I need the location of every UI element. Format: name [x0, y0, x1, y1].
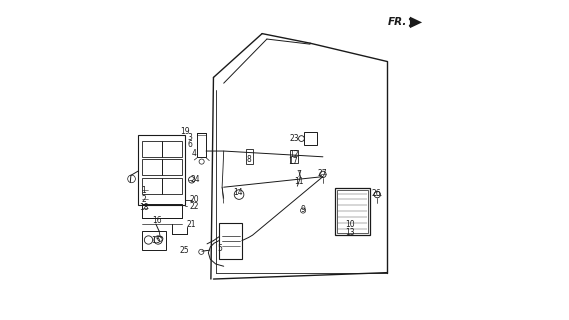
Text: 19: 19 — [180, 127, 189, 136]
Bar — [142, 141, 162, 157]
Bar — [142, 178, 162, 194]
Text: 25: 25 — [179, 246, 189, 255]
Text: 2: 2 — [141, 195, 146, 204]
Text: 8: 8 — [246, 155, 251, 164]
Text: 17: 17 — [288, 157, 298, 166]
Text: 10: 10 — [345, 220, 355, 229]
Bar — [138, 135, 185, 205]
Text: 4: 4 — [192, 149, 197, 158]
Text: 27: 27 — [318, 169, 327, 178]
Text: 13: 13 — [345, 228, 355, 237]
Bar — [246, 149, 253, 164]
Text: 23: 23 — [290, 134, 299, 143]
Bar — [304, 132, 317, 145]
Bar — [290, 150, 298, 163]
Text: 6: 6 — [187, 140, 192, 149]
Text: 1: 1 — [141, 186, 146, 195]
Text: 11: 11 — [294, 177, 304, 186]
Text: 3: 3 — [187, 133, 192, 142]
Text: 20: 20 — [189, 195, 199, 204]
Text: 15: 15 — [152, 236, 162, 245]
Text: FR.: FR. — [387, 17, 407, 28]
Bar — [142, 204, 182, 218]
Bar — [142, 231, 166, 250]
Text: 7: 7 — [296, 170, 302, 179]
Polygon shape — [410, 17, 422, 28]
Bar — [335, 188, 370, 235]
Text: 12: 12 — [288, 150, 298, 159]
Bar — [197, 133, 206, 157]
Bar — [162, 159, 182, 175]
Text: 18: 18 — [139, 204, 149, 212]
Text: 22: 22 — [189, 202, 199, 211]
Text: 5: 5 — [217, 244, 222, 253]
Text: 14: 14 — [233, 188, 243, 197]
Bar — [219, 223, 242, 259]
Bar — [142, 159, 162, 175]
Text: 26: 26 — [372, 189, 381, 198]
Text: 9: 9 — [300, 205, 306, 214]
Text: 16: 16 — [152, 216, 162, 225]
Text: 21: 21 — [186, 220, 196, 229]
Bar — [162, 141, 182, 157]
Bar — [162, 178, 182, 194]
Text: 24: 24 — [191, 175, 200, 184]
Bar — [337, 190, 368, 233]
